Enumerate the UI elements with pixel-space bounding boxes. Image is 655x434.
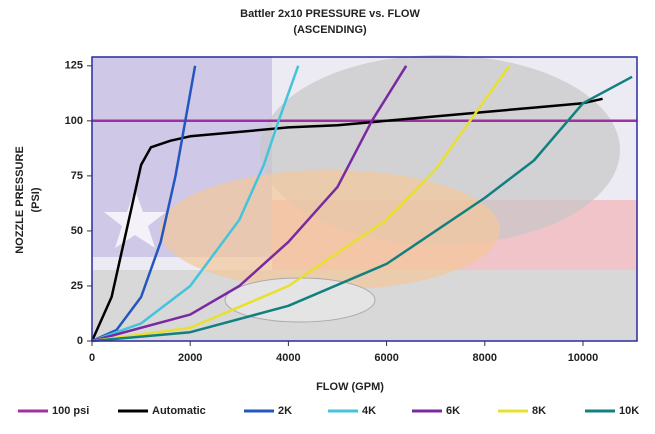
y-tick-label: 25 (71, 280, 83, 292)
y-tick-label: 75 (71, 170, 83, 182)
chart-title: Battler 2x10 PRESSURE vs. FLOW (240, 8, 420, 20)
y-tick-label: 50 (71, 225, 83, 237)
legend-label: 2K (278, 405, 292, 417)
legend-label: 4K (362, 405, 376, 417)
y-tick-label: 0 (77, 335, 83, 347)
series-line (91, 65, 511, 343)
y-tick-label: 100 (65, 115, 83, 127)
x-tick-label: 10000 (568, 352, 599, 364)
x-tick-label: 2000 (178, 352, 202, 364)
legend-label: 6K (446, 405, 460, 417)
y-axis-label: NOZZLE PRESSURE (14, 146, 26, 254)
series-line (91, 75, 633, 343)
series-line (91, 65, 408, 343)
x-tick-label: 4000 (276, 352, 300, 364)
y-tick-label: 125 (65, 60, 83, 72)
legend-label: 10K (619, 405, 639, 417)
plot-frame (91, 56, 638, 342)
chart-subtitle: (ASCENDING) (293, 24, 367, 36)
x-tick-label: 0 (89, 352, 95, 364)
series-line (91, 65, 300, 343)
series-line (91, 65, 197, 343)
x-tick-label: 6000 (374, 352, 398, 364)
legend-label: 8K (532, 405, 546, 417)
x-tick-label: 8000 (473, 352, 497, 364)
series-line (90, 97, 603, 342)
legend-label: Automatic (152, 405, 206, 417)
y-axis-label: (PSI) (30, 187, 42, 212)
legend-label: 100 psi (52, 405, 89, 417)
x-axis-label: FLOW (GPM) (316, 381, 384, 393)
